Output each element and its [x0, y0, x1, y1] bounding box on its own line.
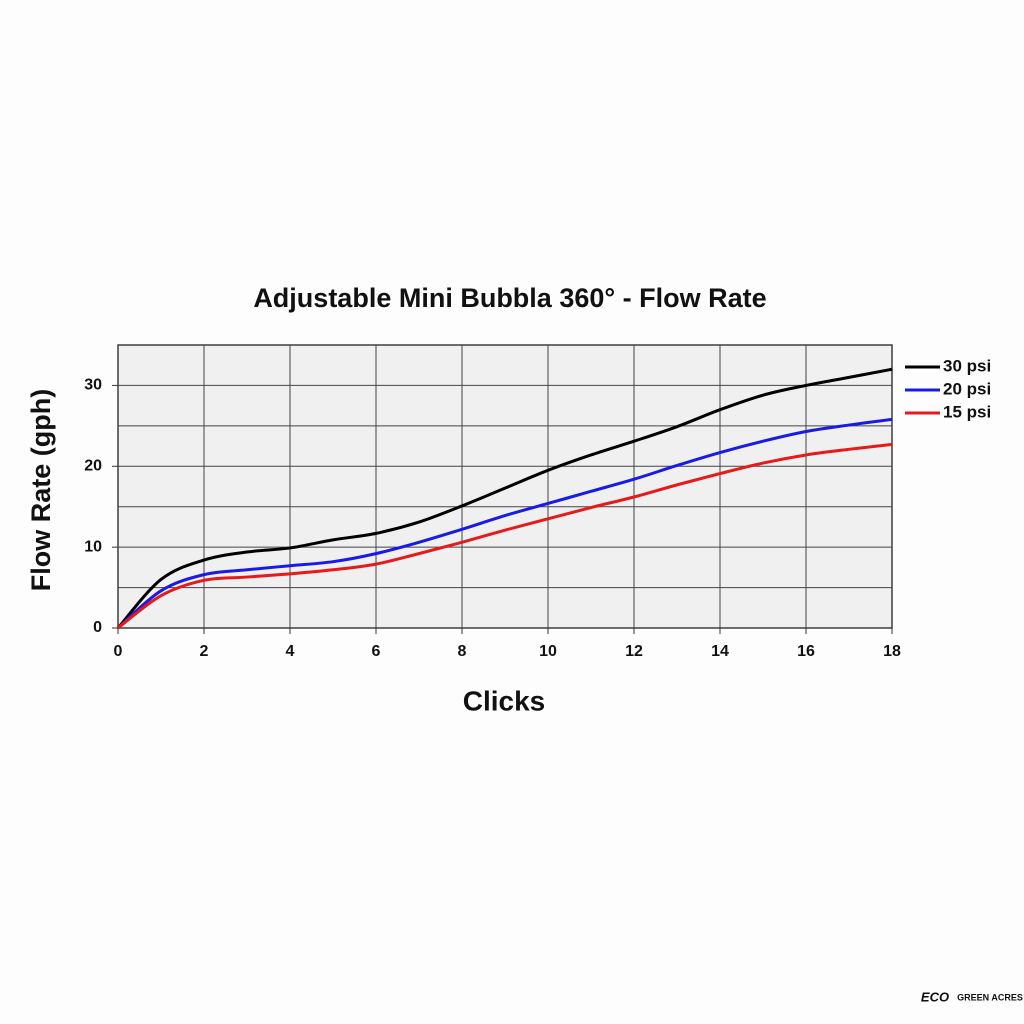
x-tick-label: 4	[286, 643, 295, 660]
x-tick-label: 2	[200, 643, 209, 660]
line	[117, 417, 893, 630]
x-tick-label: 6	[372, 643, 381, 660]
x-tick-label: 12	[625, 643, 643, 660]
x-tick-label: 10	[539, 643, 557, 660]
legend-label: 20 psi	[943, 379, 991, 398]
y-tick-label: 0	[93, 619, 102, 636]
y-axis-label: Flow Rate (gph)	[26, 389, 56, 591]
x-tick-label: 8	[458, 643, 467, 660]
legend-label: 30 psi	[943, 356, 991, 375]
x-tick-label: 18	[883, 643, 901, 660]
legend-label: 15 psi	[943, 402, 991, 421]
line	[117, 442, 893, 630]
logo-eco: ECO	[921, 989, 949, 1004]
y-tick-label: 30	[84, 377, 102, 394]
y-tick-label: 10	[84, 538, 102, 555]
chart-title: Adjustable Mini Bubbla 360° - Flow Rate	[253, 283, 766, 313]
logo-green-acres: GREEN ACRES	[957, 992, 1023, 1002]
x-tick-label: 16	[797, 643, 815, 660]
x-axis-label: Clicks	[463, 685, 546, 716]
line	[116, 367, 893, 629]
y-tick-label: 20	[84, 458, 102, 475]
x-tick-label: 14	[711, 643, 729, 660]
x-tick-label: 0	[114, 643, 123, 660]
